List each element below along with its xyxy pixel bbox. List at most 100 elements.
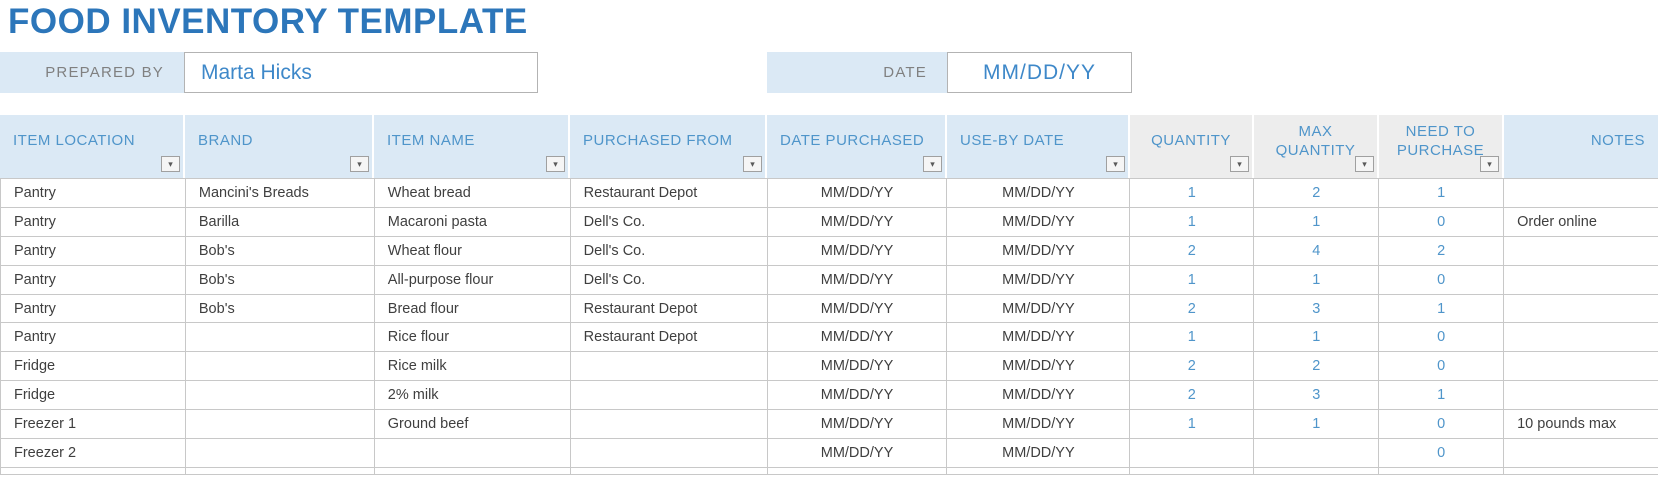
cell-item-name[interactable] [375, 467, 571, 474]
cell-purchased-from[interactable]: Dell's Co. [571, 236, 768, 265]
filter-button-item-name[interactable]: ▾ [546, 156, 565, 172]
cell-notes[interactable] [1504, 352, 1658, 380]
cell-item-name[interactable] [375, 439, 571, 467]
cell-brand[interactable] [186, 352, 375, 381]
cell-purchased-from[interactable] [571, 352, 768, 381]
cell-use-by-date[interactable] [947, 467, 1131, 474]
prepared-by-field[interactable]: Marta Hicks [184, 52, 538, 93]
cell-item-location[interactable]: Freezer 1 [1, 410, 186, 439]
cell-quantity[interactable]: 2 [1130, 352, 1255, 381]
cell-item-name[interactable]: Rice flour [375, 323, 571, 352]
cell-brand[interactable]: Bob's [186, 294, 375, 323]
cell-item-name[interactable]: Wheat bread [375, 179, 571, 207]
cell-date-purchased[interactable]: MM/DD/YY [768, 439, 948, 467]
cell-item-location[interactable]: Pantry [1, 323, 186, 352]
cell-item-location[interactable]: Pantry [1, 265, 186, 294]
cell-need-to-purchase[interactable]: 2 [1379, 236, 1505, 265]
cell-item-name[interactable]: Bread flour [375, 294, 571, 323]
cell-use-by-date[interactable]: MM/DD/YY [947, 381, 1131, 410]
cell-item-name[interactable]: 2% milk [375, 381, 571, 410]
cell-quantity[interactable]: 2 [1130, 294, 1255, 323]
cell-date-purchased[interactable]: MM/DD/YY [768, 323, 948, 352]
cell-use-by-date[interactable]: MM/DD/YY [947, 265, 1131, 294]
cell-max-quantity[interactable]: 2 [1254, 179, 1380, 207]
cell-purchased-from[interactable] [571, 439, 768, 467]
cell-item-location[interactable] [1, 467, 186, 474]
cell-use-by-date[interactable]: MM/DD/YY [947, 323, 1131, 352]
cell-item-location[interactable]: Freezer 2 [1, 439, 186, 467]
cell-date-purchased[interactable]: MM/DD/YY [768, 179, 948, 207]
filter-button-date-purchased[interactable]: ▾ [923, 156, 942, 172]
cell-max-quantity[interactable]: 1 [1254, 265, 1380, 294]
cell-need-to-purchase[interactable]: 0 [1379, 410, 1505, 439]
cell-notes[interactable] [1504, 468, 1658, 474]
cell-item-name[interactable]: Wheat flour [375, 236, 571, 265]
cell-purchased-from[interactable]: Restaurant Depot [571, 323, 768, 352]
cell-notes[interactable] [1504, 237, 1658, 265]
cell-use-by-date[interactable]: MM/DD/YY [947, 236, 1131, 265]
cell-need-to-purchase[interactable]: 0 [1379, 439, 1505, 467]
cell-max-quantity[interactable]: 3 [1254, 294, 1380, 323]
filter-button-max-quantity[interactable]: ▾ [1355, 156, 1374, 172]
cell-brand[interactable] [186, 323, 375, 352]
cell-brand[interactable]: Mancini's Breads [186, 179, 375, 207]
cell-need-to-purchase[interactable] [1379, 467, 1505, 474]
cell-date-purchased[interactable]: MM/DD/YY [768, 207, 948, 236]
filter-button-item-location[interactable]: ▾ [161, 156, 180, 172]
cell-purchased-from[interactable] [571, 381, 768, 410]
cell-use-by-date[interactable]: MM/DD/YY [947, 207, 1131, 236]
cell-notes[interactable] [1504, 439, 1658, 467]
cell-use-by-date[interactable]: MM/DD/YY [947, 179, 1131, 207]
cell-max-quantity[interactable]: 4 [1254, 236, 1380, 265]
cell-date-purchased[interactable]: MM/DD/YY [768, 352, 948, 381]
cell-max-quantity[interactable] [1254, 439, 1380, 467]
cell-max-quantity[interactable]: 1 [1254, 410, 1380, 439]
cell-use-by-date[interactable]: MM/DD/YY [947, 439, 1131, 467]
cell-max-quantity[interactable]: 1 [1254, 207, 1380, 236]
cell-item-location[interactable]: Pantry [1, 294, 186, 323]
cell-purchased-from[interactable]: Dell's Co. [571, 265, 768, 294]
cell-brand[interactable]: Barilla [186, 207, 375, 236]
cell-purchased-from[interactable]: Restaurant Depot [571, 179, 768, 207]
cell-notes[interactable] [1504, 381, 1658, 409]
cell-date-purchased[interactable]: MM/DD/YY [768, 294, 948, 323]
cell-purchased-from[interactable]: Dell's Co. [571, 207, 768, 236]
cell-quantity[interactable] [1130, 439, 1255, 467]
cell-need-to-purchase[interactable]: 0 [1379, 265, 1505, 294]
cell-date-purchased[interactable]: MM/DD/YY [768, 265, 948, 294]
cell-item-location[interactable]: Pantry [1, 179, 186, 207]
cell-brand[interactable]: Bob's [186, 265, 375, 294]
cell-need-to-purchase[interactable]: 0 [1379, 323, 1505, 352]
cell-quantity[interactable]: 1 [1130, 207, 1255, 236]
cell-notes[interactable]: Order online [1517, 213, 1597, 230]
cell-quantity[interactable]: 2 [1130, 381, 1255, 410]
cell-item-location[interactable]: Pantry [1, 207, 186, 236]
cell-need-to-purchase[interactable]: 1 [1379, 381, 1505, 410]
cell-brand[interactable] [186, 381, 375, 410]
cell-use-by-date[interactable]: MM/DD/YY [947, 352, 1131, 381]
cell-quantity[interactable]: 1 [1130, 179, 1255, 207]
cell-item-name[interactable]: Rice milk [375, 352, 571, 381]
cell-date-purchased[interactable]: MM/DD/YY [768, 410, 948, 439]
cell-need-to-purchase[interactable]: 0 [1379, 207, 1505, 236]
cell-max-quantity[interactable] [1254, 467, 1380, 474]
cell-brand[interactable] [186, 467, 375, 474]
cell-max-quantity[interactable]: 3 [1254, 381, 1380, 410]
cell-item-location[interactable]: Pantry [1, 236, 186, 265]
filter-button-quantity[interactable]: ▾ [1230, 156, 1249, 172]
cell-item-name[interactable]: Ground beef [375, 410, 571, 439]
cell-use-by-date[interactable]: MM/DD/YY [947, 294, 1131, 323]
cell-need-to-purchase[interactable]: 0 [1379, 352, 1505, 381]
filter-button-need-to-purchase[interactable]: ▾ [1480, 156, 1499, 172]
cell-brand[interactable] [186, 439, 375, 467]
cell-brand[interactable] [186, 410, 375, 439]
cell-max-quantity[interactable]: 2 [1254, 352, 1380, 381]
cell-item-name[interactable]: Macaroni pasta [375, 207, 571, 236]
cell-quantity[interactable] [1130, 467, 1255, 474]
cell-use-by-date[interactable]: MM/DD/YY [947, 410, 1131, 439]
filter-button-use-by-date[interactable]: ▾ [1106, 156, 1125, 172]
cell-notes[interactable] [1504, 323, 1658, 351]
cell-item-name[interactable]: All-purpose flour [375, 265, 571, 294]
cell-purchased-from[interactable] [571, 467, 768, 474]
cell-item-location[interactable]: Fridge [1, 352, 186, 381]
